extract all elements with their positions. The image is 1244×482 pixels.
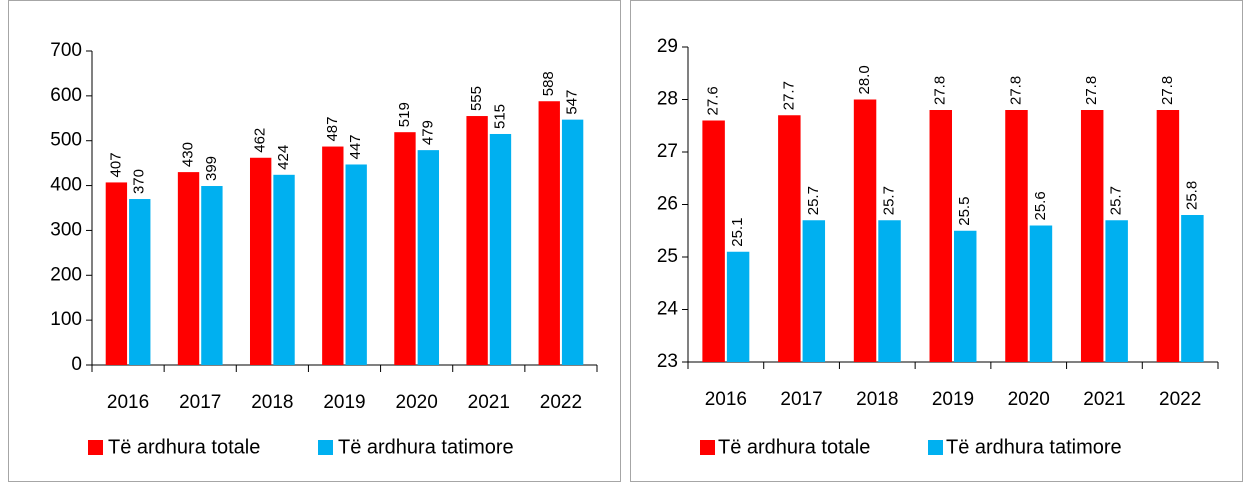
value-label: 555 [468,86,485,111]
bar [1156,110,1180,362]
value-label: 25.7 [1108,186,1125,215]
value-label: 588 [540,71,557,96]
y-tick-label: 27 [657,141,678,162]
value-label: 407 [107,152,124,177]
y-tick-label: 29 [657,36,678,57]
bar [929,110,952,362]
x-tick-label: 2018 [251,392,293,413]
x-tick-label: 2017 [179,392,221,413]
x-tick-label: 2022 [1159,389,1201,410]
bar [466,116,488,366]
legend-label: Të ardhura tatimore [338,436,514,458]
x-tick-label: 2017 [780,389,822,410]
bar [273,174,295,365]
value-label: 370 [131,169,148,194]
y-tick-label: 700 [50,40,82,61]
bar [489,133,512,365]
y-tick-label: 26 [657,194,678,215]
legend-swatch [928,440,943,455]
bar [778,115,801,362]
bar [129,199,151,365]
bar [322,146,344,365]
bar [561,119,584,365]
x-tick-label: 2021 [468,392,510,413]
bar [394,132,416,365]
legend-label: Të ardhura totale [108,436,260,458]
bar [853,99,877,362]
y-tick-label: 24 [657,299,679,320]
value-label: 27.8 [1007,76,1024,105]
value-label: 399 [203,156,220,181]
x-tick-label: 2022 [540,392,582,413]
x-tick-label: 2020 [1008,389,1050,410]
value-label: 487 [324,117,341,142]
value-label: 27.8 [1083,76,1100,105]
bar [702,120,725,362]
y-tick-label: 100 [50,309,82,330]
value-label: 25.5 [956,197,973,226]
value-label: 447 [347,134,364,159]
y-tick-label: 300 [50,219,82,240]
y-tick-label: 28 [657,89,678,110]
value-label: 430 [180,142,197,167]
legend-label: Të ardhura totale [718,436,870,458]
bar [105,182,128,365]
bar [1029,225,1053,362]
y-tick-label: 400 [50,175,82,196]
value-label: 25.8 [1183,181,1200,210]
y-tick-label: 600 [50,85,82,106]
legend-swatch [700,440,715,455]
bar [1105,220,1128,362]
legend-swatch [318,440,333,455]
x-tick-label: 2020 [396,392,438,413]
x-tick-label: 2016 [107,392,149,413]
value-label: 519 [396,102,413,127]
value-label: 479 [419,120,436,145]
value-label: 27.6 [705,86,722,115]
value-label: 28.0 [856,65,873,94]
x-tick-label: 2019 [323,392,365,413]
value-label: 25.1 [729,218,746,247]
x-tick-label: 2016 [705,389,747,410]
value-label: 25.7 [805,186,822,215]
bar [802,220,826,362]
legend-label: Të ardhura tatimore [946,436,1122,458]
value-label: 547 [564,90,581,115]
value-label: 25.7 [880,186,897,215]
value-label: 27.7 [780,81,797,110]
bar [954,230,977,362]
bar [538,101,560,366]
x-tick-label: 2018 [856,389,898,410]
bar [417,150,440,365]
legend-swatch [88,440,103,455]
y-tick-label: 25 [657,246,678,267]
y-tick-label: 500 [50,130,82,151]
bar [1005,110,1028,362]
bar [201,186,223,365]
y-tick-label: 200 [50,264,82,285]
bar [878,220,901,362]
x-tick-label: 2019 [932,389,974,410]
bar [1080,110,1104,362]
bar [177,172,200,365]
panel-border [8,0,621,482]
bar [726,251,750,362]
value-label: 424 [275,145,292,170]
value-label: 27.8 [932,76,949,105]
value-label: 25.6 [1032,191,1049,220]
bar [345,164,367,365]
bar [249,157,272,365]
y-tick-label: 0 [71,354,82,375]
value-label: 462 [252,128,269,153]
y-tick-label: 23 [657,351,678,372]
x-tick-label: 2021 [1083,389,1125,410]
bar [1181,215,1204,362]
value-label: 515 [491,104,508,129]
value-label: 27.8 [1159,76,1176,105]
